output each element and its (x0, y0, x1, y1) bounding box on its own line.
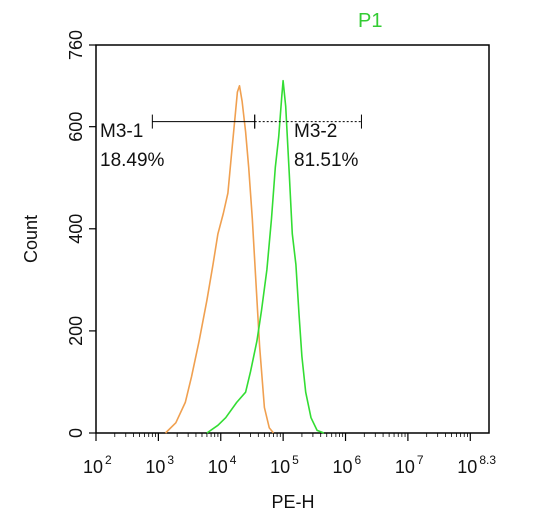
gate-percent: 81.51% (294, 150, 359, 171)
x-tick-label: 10 3 (145, 453, 174, 477)
y-axis-label: Count (21, 215, 41, 263)
y-tick-label: 760 (66, 30, 86, 60)
x-tick-label: 10 7 (395, 453, 424, 477)
histogram-series-2 (206, 79, 325, 434)
x-tick-label: 10 6 (333, 453, 362, 477)
gate-percent: 18.49% (100, 150, 165, 171)
y-tick-label: 400 (66, 214, 86, 244)
y-tick-label: 600 (66, 112, 86, 142)
x-tick-label: 10 2 (83, 453, 112, 477)
y-tick-label: 200 (66, 316, 86, 346)
series-layer (164, 79, 325, 434)
x-axis-label: PE-H (271, 492, 314, 512)
gate-markers: M3-1 18.49% M3-2 81.51% (100, 114, 362, 171)
histogram-series-1 (164, 85, 275, 434)
x-tick-label: 10 5 (270, 453, 299, 477)
y-axis-ticks: 0 200 400 600 760 (66, 30, 96, 438)
gate-name: M3-2 (294, 121, 337, 142)
gate-name: M3-1 (100, 121, 143, 142)
x-axis-ticks: 10 2 10 3 10 4 10 5 10 6 10 7 10 8.3 (83, 433, 496, 477)
chart-title: P1 (358, 10, 382, 32)
plot-frame (95, 44, 490, 434)
y-tick-label: 0 (66, 428, 86, 438)
x-tick-label: 10 4 (208, 453, 237, 477)
x-tick-label: 10 8.3 (457, 453, 496, 477)
